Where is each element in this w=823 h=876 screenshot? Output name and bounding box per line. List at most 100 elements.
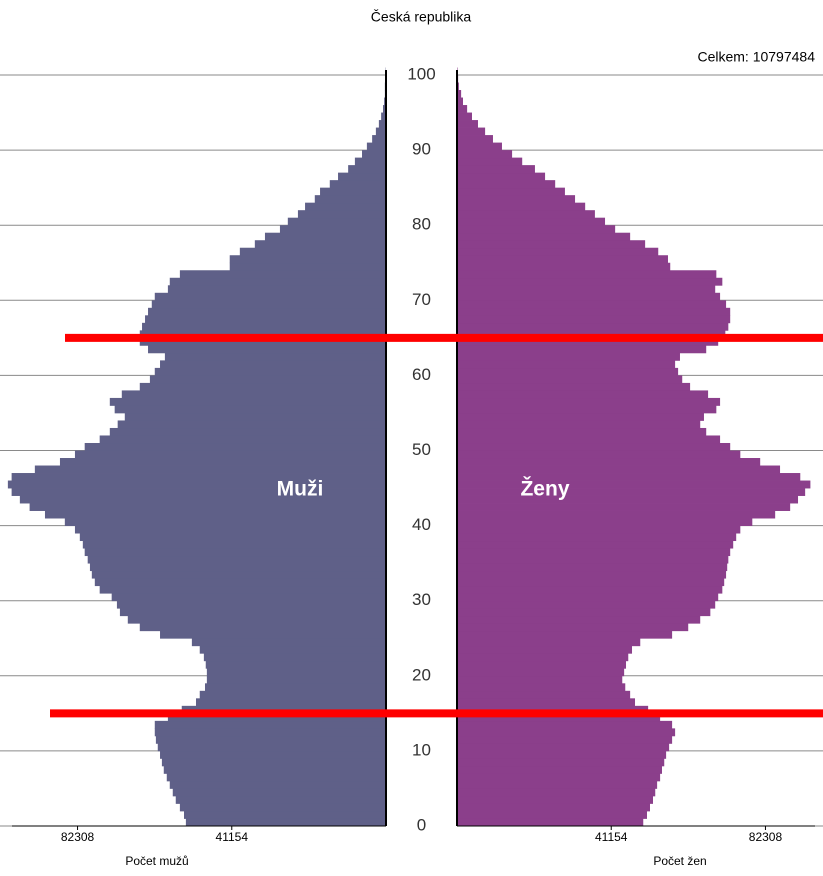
- bar: [149, 375, 386, 384]
- bar: [99, 435, 387, 444]
- bar: [169, 780, 386, 789]
- bar: [457, 225, 616, 234]
- x-tick-label: 82308: [61, 830, 95, 844]
- bar: [457, 645, 633, 654]
- bar: [457, 135, 493, 143]
- bar: [457, 97, 463, 106]
- bar: [184, 810, 386, 819]
- age-tick-label: 100: [407, 64, 435, 83]
- bar: [254, 240, 386, 249]
- bar: [116, 600, 387, 609]
- bar: [457, 788, 656, 797]
- bar: [172, 788, 386, 797]
- bar: [111, 593, 386, 602]
- bar: [457, 420, 701, 429]
- bar: [457, 180, 556, 189]
- bar: [457, 510, 776, 519]
- bar: [457, 615, 701, 624]
- bar: [175, 795, 386, 804]
- bar: [457, 382, 691, 391]
- bar: [287, 217, 386, 226]
- bar: [169, 277, 386, 286]
- bar: [204, 683, 386, 692]
- bar: [457, 412, 704, 421]
- bar: [457, 165, 535, 174]
- bar: [229, 255, 386, 264]
- bar: [139, 623, 386, 632]
- series-label: Muži: [277, 478, 324, 501]
- bar: [148, 307, 386, 316]
- bar: [179, 270, 386, 279]
- bar: [457, 300, 727, 309]
- bar: [145, 315, 386, 324]
- bar: [457, 397, 721, 406]
- bar: [206, 675, 386, 684]
- bar: [381, 112, 386, 121]
- bar: [457, 720, 673, 729]
- bar: [457, 232, 631, 241]
- chart-title: Česká republika: [371, 9, 472, 25]
- age-tick-label: 20: [412, 665, 431, 684]
- axes: [12, 70, 815, 830]
- bar: [457, 217, 606, 226]
- bar: [457, 683, 626, 692]
- bar: [121, 390, 387, 399]
- bar: [127, 615, 386, 624]
- bar: [457, 773, 661, 782]
- bar: [19, 495, 387, 504]
- bar: [457, 210, 595, 219]
- bar: [457, 307, 731, 316]
- bar: [185, 818, 386, 827]
- age-tick-label: 10: [412, 740, 431, 759]
- bar: [457, 90, 462, 98]
- age-tick-label: 80: [412, 215, 431, 234]
- bar: [89, 563, 387, 572]
- bar: [151, 300, 386, 309]
- bar: [74, 450, 387, 459]
- bar: [457, 187, 565, 196]
- bar: [457, 548, 731, 557]
- bar: [457, 518, 753, 526]
- age-tick-label: 30: [412, 590, 431, 609]
- bar: [457, 277, 723, 286]
- bar: [457, 818, 644, 827]
- bar: [59, 458, 386, 466]
- bar: [457, 525, 741, 534]
- bar: [329, 180, 386, 189]
- bar: [457, 758, 665, 767]
- bar: [457, 608, 711, 617]
- bar: [195, 698, 386, 707]
- bar: [203, 653, 386, 662]
- x-tick-label: 41154: [595, 830, 628, 844]
- bar: [305, 202, 386, 211]
- bar: [457, 728, 676, 737]
- bar: [457, 495, 799, 504]
- bar: [383, 105, 386, 113]
- bar: [378, 120, 386, 128]
- bar: [457, 112, 472, 121]
- bar: [94, 578, 386, 587]
- bar: [44, 510, 386, 519]
- bar: [191, 638, 386, 647]
- bar: [167, 285, 386, 294]
- bar: [117, 420, 386, 429]
- bar: [29, 503, 386, 511]
- bar: [457, 172, 546, 181]
- bar: [457, 473, 801, 481]
- bar: [457, 458, 761, 466]
- x-tick-label: 82308: [749, 830, 783, 844]
- age-tick-label: 60: [412, 365, 431, 384]
- bar: [457, 255, 668, 264]
- bar: [457, 810, 648, 819]
- bar: [457, 750, 667, 759]
- bar: [199, 690, 386, 699]
- bar: [457, 270, 717, 279]
- bar: [457, 322, 729, 331]
- bar: [163, 765, 386, 774]
- bar: [148, 345, 386, 354]
- bar: [457, 698, 636, 707]
- bar: [457, 367, 679, 376]
- bar: [154, 292, 386, 301]
- bar: [11, 473, 387, 481]
- bar: [457, 127, 486, 136]
